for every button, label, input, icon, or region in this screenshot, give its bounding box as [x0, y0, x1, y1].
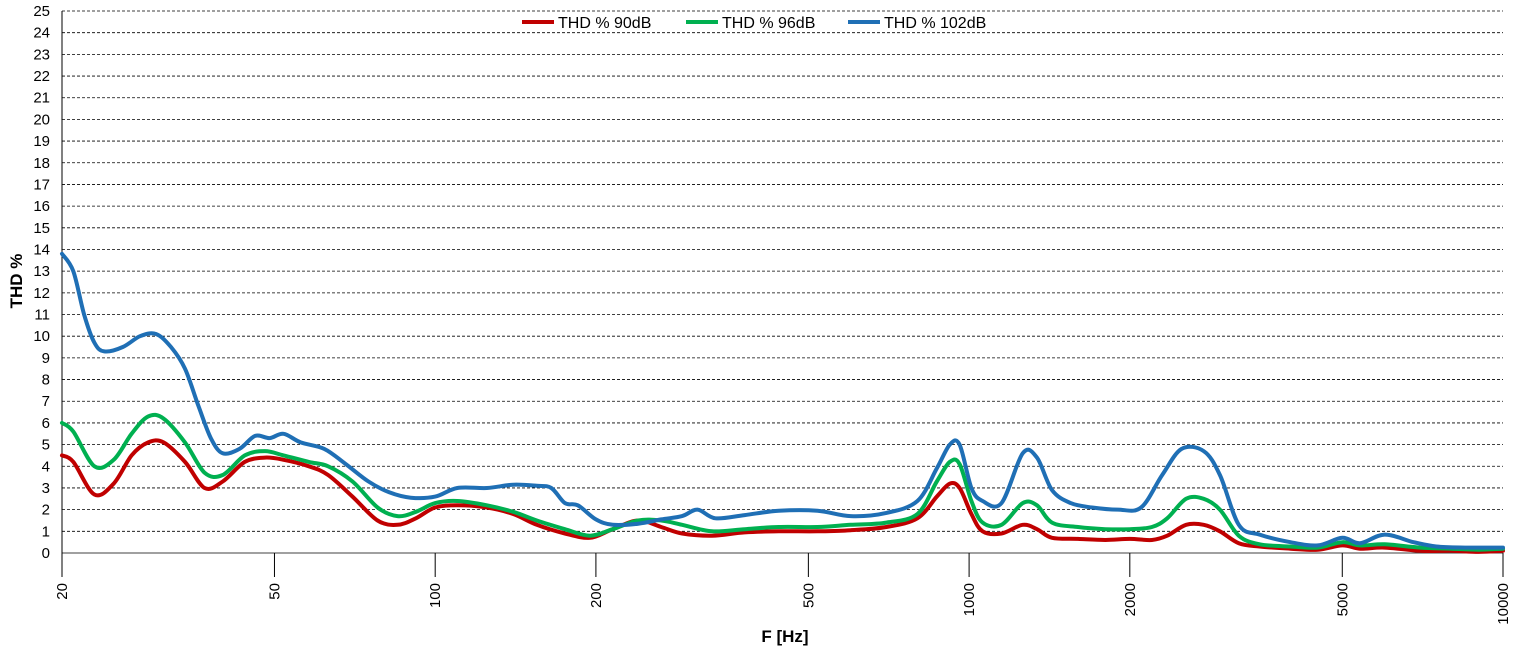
x-tick-20: 20 — [54, 583, 71, 600]
y-tick-14: 14 — [33, 241, 50, 258]
y-tick-12: 12 — [33, 285, 50, 302]
legend-label-1: THD % 90dB — [558, 15, 651, 32]
y-tick-15: 15 — [33, 220, 50, 237]
y-tick-6: 6 — [42, 415, 50, 432]
x-tick-1000: 1000 — [961, 583, 978, 616]
x-tick-2000: 2000 — [1122, 583, 1139, 616]
legend-label-3: THD % 102dB — [884, 15, 986, 32]
series-line-2 — [60, 412, 1505, 552]
legend-label-2: THD % 96dB — [722, 15, 815, 32]
y-tick-0: 0 — [42, 545, 50, 562]
y-tick-25: 25 — [33, 3, 50, 20]
y-tick-16: 16 — [33, 198, 50, 215]
series-line-1 — [60, 438, 1505, 554]
x-tick-10000: 10000 — [1495, 583, 1512, 625]
y-tick-8: 8 — [42, 372, 50, 389]
y-tick-22: 22 — [33, 68, 50, 85]
y-tick-11: 11 — [34, 307, 50, 324]
series-lines — [60, 251, 1505, 554]
y-tick-2: 2 — [42, 502, 50, 519]
y-tick-21: 21 — [33, 90, 50, 107]
x-tick-100: 100 — [427, 583, 444, 608]
x-tick-labels: 20 50 100 200 500 1000 2000 5000 10000 — [54, 553, 1512, 625]
y-tick-19: 19 — [33, 133, 50, 150]
y-tick-1: 1 — [42, 523, 50, 540]
grid-lines — [61, 10, 1503, 554]
y-tick-3: 3 — [42, 480, 50, 497]
y-tick-23: 23 — [33, 46, 50, 63]
x-tick-5000: 5000 — [1334, 583, 1351, 616]
legend: THD % 90dB THD % 96dB THD % 102dB — [522, 15, 986, 32]
y-axis-title: THD % — [7, 254, 26, 309]
y-tick-10: 10 — [33, 328, 50, 345]
y-tick-13: 13 — [33, 263, 50, 280]
y-tick-5: 5 — [42, 437, 50, 454]
y-tick-24: 24 — [33, 25, 50, 42]
y-tick-9: 9 — [42, 350, 50, 367]
x-axis-title: F [Hz] — [761, 627, 808, 646]
y-tick-17: 17 — [33, 176, 50, 193]
y-tick-labels: 0123456789101112131415161718192021222324… — [33, 3, 50, 562]
y-tick-4: 4 — [42, 458, 50, 475]
y-tick-18: 18 — [33, 155, 50, 172]
x-tick-50: 50 — [266, 583, 283, 600]
series-line-3 — [60, 251, 1505, 550]
y-tick-7: 7 — [42, 393, 50, 410]
x-tick-500: 500 — [800, 583, 817, 608]
y-tick-20: 20 — [33, 111, 50, 128]
x-tick-200: 200 — [588, 583, 605, 608]
